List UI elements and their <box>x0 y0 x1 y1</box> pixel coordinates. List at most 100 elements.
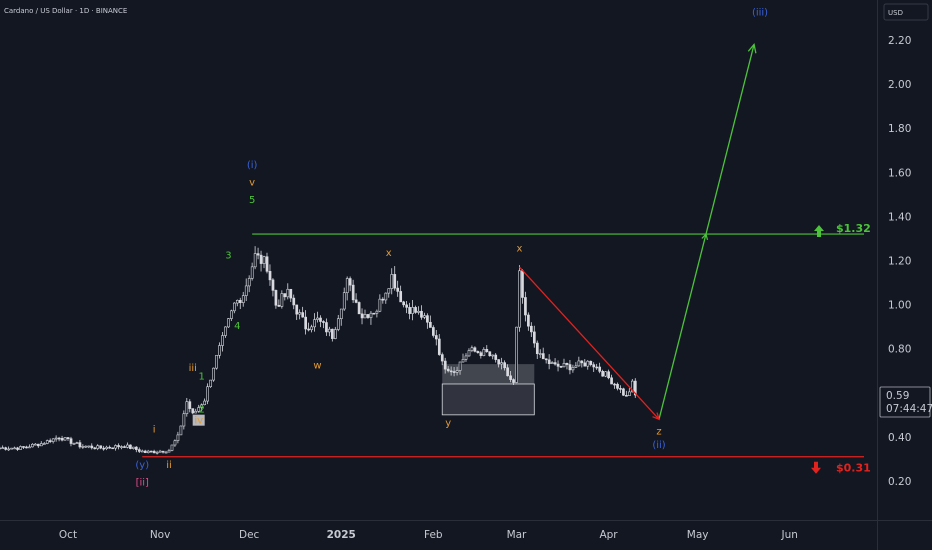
candle-body <box>120 446 123 448</box>
candle-body <box>476 351 480 353</box>
currency-badge[interactable] <box>883 3 929 21</box>
price-axis[interactable]: 0.200.400.600.801.001.201.401.601.802.00… <box>879 35 932 488</box>
candle-body <box>583 362 587 367</box>
candle-body <box>265 256 269 272</box>
candle-body <box>63 437 67 441</box>
candle-body <box>532 331 536 344</box>
y-tick-label: 1.80 <box>888 123 911 135</box>
candle-body <box>342 292 346 310</box>
candle-body <box>191 408 195 414</box>
candle-body <box>550 362 554 364</box>
candle-body <box>429 321 432 328</box>
candle-body <box>22 446 25 448</box>
candle-body <box>565 363 569 365</box>
downtrend-line <box>518 266 660 420</box>
candle-body <box>527 314 530 327</box>
candle-body <box>571 367 575 371</box>
candle-body <box>598 366 602 372</box>
candle-body <box>497 359 501 365</box>
candle-body <box>423 315 426 318</box>
candle-body <box>307 328 310 331</box>
candle-body <box>628 391 631 396</box>
candle-body <box>233 302 236 312</box>
candle-body <box>622 388 625 396</box>
candle-body <box>390 274 394 289</box>
candle-body <box>176 434 180 441</box>
candle-body <box>316 317 319 320</box>
candle-body <box>494 354 498 360</box>
candle-body <box>241 295 245 303</box>
candle-body <box>289 288 293 299</box>
candle-body <box>470 347 474 351</box>
candle-body <box>553 362 557 365</box>
candle-body <box>4 447 8 450</box>
candle-body <box>607 371 610 379</box>
candle-body <box>464 355 468 360</box>
candle-body <box>123 446 126 448</box>
candle-body <box>164 451 168 454</box>
candle-body <box>25 446 28 449</box>
candle-body <box>140 450 144 453</box>
time-axis[interactable]: Oct Nov Dec 2025 Feb Mar Apr May Jun <box>59 529 798 541</box>
candle-body <box>363 314 367 319</box>
x-tick-label: Nov <box>150 529 171 541</box>
candle-body <box>381 298 385 301</box>
candle-body <box>336 318 340 330</box>
candle-body <box>250 266 254 279</box>
candle-body <box>34 443 37 446</box>
wave-label: z <box>656 427 661 438</box>
y-tick-label: 0.80 <box>888 344 911 356</box>
wave-label: (iii) <box>752 8 768 19</box>
candle-body <box>39 443 43 447</box>
candle-body <box>521 270 524 298</box>
candle-body <box>417 310 420 313</box>
wave-box <box>192 414 205 426</box>
candle-body <box>604 371 607 377</box>
x-tick-label: Oct <box>59 529 77 541</box>
y-tick-label: 1.00 <box>888 300 911 312</box>
candle-body <box>541 353 545 360</box>
candle-body <box>227 318 230 328</box>
candle-body <box>509 375 512 380</box>
x-tick-label: Dec <box>239 529 260 541</box>
down-arrow-icon <box>811 461 821 474</box>
candle-body <box>102 447 106 450</box>
candle-body <box>1 447 5 449</box>
candle-body <box>209 379 212 388</box>
candle-body <box>360 313 364 319</box>
candle-body <box>185 401 189 415</box>
y-tick-label: 0.20 <box>888 476 911 488</box>
candle-body <box>601 371 604 377</box>
candle-body <box>247 278 251 287</box>
candle-body <box>99 445 103 449</box>
candle-body <box>595 366 599 369</box>
candle-body <box>45 440 49 444</box>
wave-label: 1 <box>198 372 204 383</box>
candle-body <box>170 444 174 451</box>
candle-body <box>36 443 40 447</box>
candle-body <box>10 447 13 450</box>
candle-body <box>212 367 215 381</box>
candle-body <box>485 349 489 353</box>
candle-body <box>310 326 313 331</box>
lines-group: $1.32 $0.31 <box>142 42 871 475</box>
candle-body <box>568 364 572 371</box>
candle-body <box>42 443 46 445</box>
candle-body <box>155 451 159 454</box>
candle-body <box>179 425 183 436</box>
candle-body <box>544 358 548 361</box>
candles-group <box>0 246 637 455</box>
y-tick-label: 0.40 <box>888 432 911 444</box>
candle-body <box>345 278 349 294</box>
last-price-badge[interactable] <box>879 386 931 418</box>
candle-body <box>408 307 411 314</box>
candle-body <box>69 438 73 444</box>
candle-body <box>387 288 391 294</box>
candle-body <box>378 298 382 312</box>
candle-body <box>592 364 596 368</box>
wave-label: x <box>386 248 392 259</box>
wave-label: 5 <box>249 195 255 206</box>
